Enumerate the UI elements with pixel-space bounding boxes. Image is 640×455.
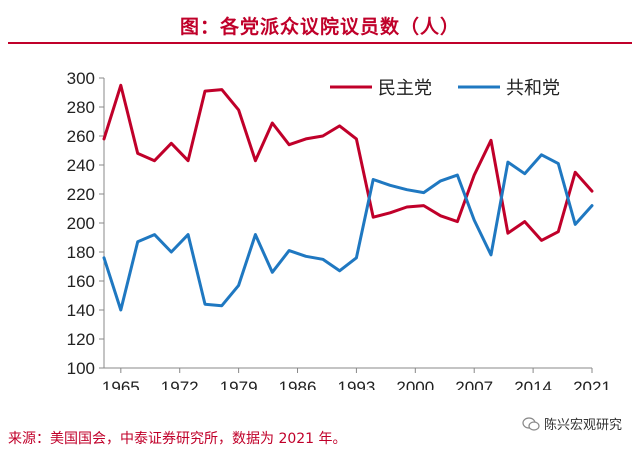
- series-line-republican: [102, 153, 594, 312]
- chart-series: [102, 83, 594, 312]
- x-tick-label: 1972: [161, 378, 199, 390]
- chart-legend: 民主党 共和党: [330, 78, 560, 99]
- y-tick-label: 180: [67, 243, 95, 262]
- y-tick-label: 220: [67, 185, 95, 204]
- x-tick-label: 2021: [573, 378, 611, 390]
- x-tick-label: 1979: [220, 378, 258, 390]
- chart-title: 图：各党派众议院议员数（人）: [179, 16, 460, 38]
- x-tick-label: 1993: [337, 378, 375, 390]
- watermark-text: 陈兴宏观研究: [543, 418, 622, 433]
- y-tick-label: 200: [67, 214, 95, 233]
- y-tick-label: 240: [67, 156, 95, 175]
- legend-label: 民主党: [378, 78, 432, 99]
- x-tick-label: 2000: [396, 378, 434, 390]
- x-tick-label: 1986: [279, 378, 317, 390]
- legend-label: 共和党: [506, 78, 560, 99]
- watermark: 陈兴宏观研究: [522, 414, 622, 433]
- wechat-logo-icon: [522, 416, 540, 431]
- y-tick-label: 280: [67, 98, 95, 117]
- y-tick-label: 160: [67, 272, 95, 291]
- y-tick-label: 260: [67, 127, 95, 146]
- title-bar: 图：各党派众议院议员数（人）: [8, 10, 632, 44]
- x-tick-label: 2014: [514, 378, 552, 390]
- source-note: 来源：美国国会，中泰证券研究所，数据为 2021 年。: [8, 431, 347, 447]
- series-line-democrat: [102, 83, 594, 242]
- x-tick-label: 2007: [455, 378, 493, 390]
- x-tick-label: 1965: [102, 378, 140, 390]
- y-tick-label: 300: [67, 69, 95, 88]
- chart-axes: 100 120 140 160 180 200 220 240 260 280 300 1965 197…: [67, 69, 611, 390]
- y-tick-label: 140: [67, 301, 95, 320]
- y-tick-label: 120: [67, 330, 95, 349]
- line-chart: 100 120 140 160 180 200 220 240 260 280 300 1965 197…: [67, 69, 611, 390]
- y-tick-label: 100: [67, 359, 95, 378]
